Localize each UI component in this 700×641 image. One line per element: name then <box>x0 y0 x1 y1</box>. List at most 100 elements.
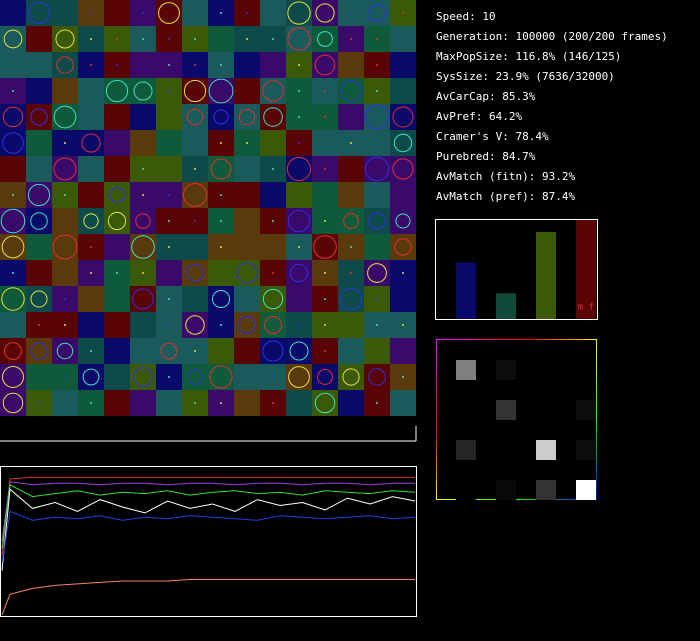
cell <box>234 156 260 182</box>
agent <box>395 213 411 229</box>
agent <box>3 29 23 49</box>
cell <box>312 390 338 416</box>
cell <box>52 338 78 364</box>
agent <box>313 235 337 259</box>
dot <box>246 12 248 14</box>
dot <box>64 324 66 326</box>
cell <box>260 130 286 156</box>
stat: AvPref: 64.2% <box>436 110 522 123</box>
cell <box>338 52 364 78</box>
history-line <box>1 510 416 564</box>
cell <box>182 182 208 208</box>
cell <box>104 286 130 312</box>
cell <box>286 182 312 208</box>
cell <box>0 312 26 338</box>
dot <box>246 142 248 144</box>
cell <box>286 208 312 234</box>
dot <box>142 272 144 274</box>
agent <box>0 208 26 234</box>
dot <box>324 350 326 352</box>
dot <box>298 64 300 66</box>
bar <box>536 231 556 319</box>
cell <box>364 234 390 260</box>
cell <box>104 0 130 26</box>
agent <box>208 78 234 104</box>
cell <box>78 208 104 234</box>
dot <box>116 38 118 40</box>
history-line <box>1 488 416 571</box>
cell <box>26 286 52 312</box>
agent <box>30 342 48 360</box>
stat: MaxPopSize: 116.8% (146/125) <box>436 50 621 63</box>
dot <box>90 272 92 274</box>
dot <box>12 90 14 92</box>
matrix-frame <box>436 339 597 500</box>
cell <box>52 156 78 182</box>
agent <box>288 366 310 388</box>
cell <box>208 104 234 130</box>
cell <box>26 26 52 52</box>
cell <box>312 26 338 52</box>
cell <box>130 286 156 312</box>
agent <box>2 132 24 154</box>
matrix-cell <box>576 440 596 460</box>
matrix-cell <box>536 480 556 500</box>
agent <box>262 288 284 310</box>
cell <box>0 156 26 182</box>
cell <box>260 0 286 26</box>
dot <box>376 298 378 300</box>
cell <box>338 390 364 416</box>
dot <box>168 220 170 222</box>
dot <box>142 12 144 14</box>
agent <box>339 287 363 311</box>
cell <box>26 78 52 104</box>
cell <box>104 182 130 208</box>
cell <box>208 364 234 390</box>
dot <box>402 12 404 14</box>
history-line <box>1 476 415 556</box>
cell <box>52 260 78 286</box>
agent <box>53 105 77 129</box>
cell <box>156 104 182 130</box>
cell <box>234 52 260 78</box>
cell <box>390 286 416 312</box>
cell <box>0 0 26 26</box>
cell <box>182 0 208 26</box>
cell <box>312 130 338 156</box>
agent <box>82 368 100 386</box>
bar <box>456 262 476 319</box>
dot <box>168 90 170 92</box>
agent <box>340 80 362 102</box>
dot <box>324 220 326 222</box>
cell <box>260 78 286 104</box>
dot <box>194 38 196 40</box>
dot <box>272 168 274 170</box>
dot <box>168 324 170 326</box>
dot <box>402 272 404 274</box>
dot <box>272 402 274 404</box>
cell <box>364 364 390 390</box>
agent <box>81 133 101 153</box>
cell <box>104 364 130 390</box>
cell <box>208 260 234 286</box>
cell <box>338 208 364 234</box>
cell <box>0 52 26 78</box>
cell <box>26 234 52 260</box>
cell <box>182 286 208 312</box>
agent <box>109 187 125 203</box>
stat: SysSize: 23.9% (7636/32000) <box>436 70 615 83</box>
cell <box>78 104 104 130</box>
cell <box>364 338 390 364</box>
dot <box>64 298 66 300</box>
cell <box>130 390 156 416</box>
bar-label: m f <box>578 303 594 313</box>
dot <box>90 64 92 66</box>
cell <box>26 260 52 286</box>
dot <box>168 376 170 378</box>
matrix-cell <box>496 360 516 380</box>
dot <box>402 324 404 326</box>
dot <box>376 64 378 66</box>
agent <box>392 158 414 180</box>
